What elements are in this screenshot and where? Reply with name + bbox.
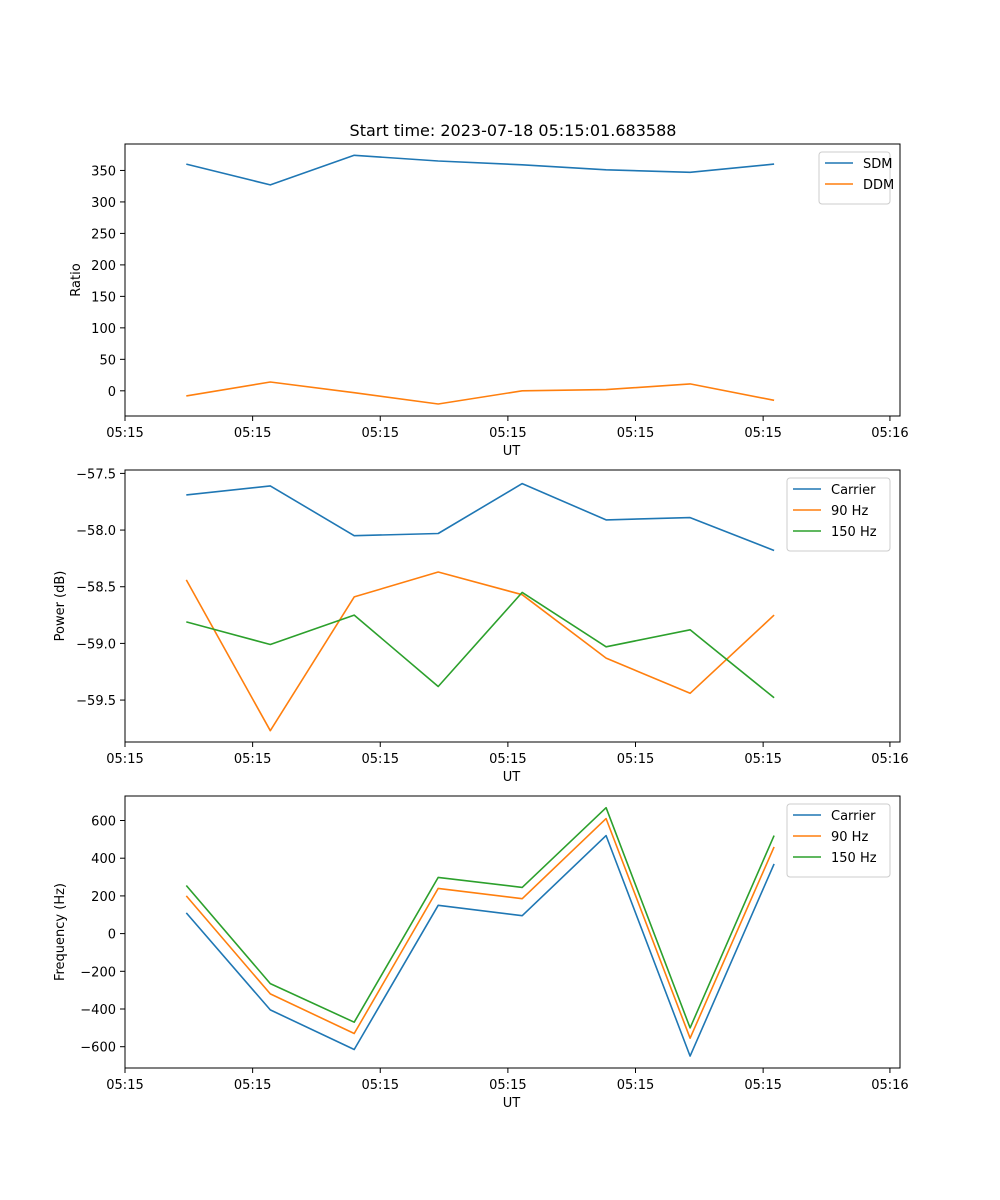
y-tick-label: −600 xyxy=(80,1041,116,1056)
y-tick-label: 50 xyxy=(99,353,116,368)
legend-box xyxy=(818,151,891,205)
x-tick-label: 05:15 xyxy=(744,426,781,441)
series-line-150-hz xyxy=(185,806,775,1029)
x-tick-label: 05:15 xyxy=(106,752,143,767)
legend-label: 90 Hz xyxy=(831,830,868,845)
series-line-150-hz xyxy=(186,591,775,699)
y-tick-label: 400 xyxy=(91,852,116,867)
y-tick-label: 350 xyxy=(91,164,116,179)
x-tick-label: 05:15 xyxy=(106,426,143,441)
legend-label: DDM xyxy=(863,178,894,193)
y-tick-label: 0 xyxy=(108,385,116,400)
chart-title: Start time: 2023-07-18 05:15:01.683588 xyxy=(350,121,677,140)
y-tick-label: −400 xyxy=(80,1003,116,1018)
x-tick-label: 05:16 xyxy=(871,1078,908,1093)
legend-label: SDM xyxy=(863,157,892,172)
y-tick-label: −59.0 xyxy=(76,637,116,652)
y-tick-label: 200 xyxy=(91,890,116,905)
legend-label: 90 Hz xyxy=(831,504,868,519)
y-axis-label: Power (dB) xyxy=(53,571,68,642)
axes-frame xyxy=(124,795,901,1069)
y-axis-label: Frequency (Hz) xyxy=(53,883,68,981)
x-tick-label: 05:16 xyxy=(871,752,908,767)
x-axis-label: UT xyxy=(503,770,521,785)
y-tick-label: −200 xyxy=(80,965,116,980)
series-line-90-hz xyxy=(185,817,775,1039)
x-tick-label: 05:16 xyxy=(871,426,908,441)
x-tick-label: 05:15 xyxy=(362,1078,399,1093)
series-line-ddm xyxy=(186,381,775,405)
y-tick-label: −58.0 xyxy=(76,524,116,539)
y-tick-label: −57.5 xyxy=(76,467,116,482)
series-line-carrier xyxy=(186,482,775,552)
x-tick-label: 05:15 xyxy=(362,752,399,767)
legend-label: Carrier xyxy=(831,809,876,824)
x-axis-label: UT xyxy=(503,1096,521,1111)
axes-frame xyxy=(124,469,901,743)
power-panel: 05:15 05:15 05:15 05:15 05:15 05:15 05:16 −59.5… xyxy=(53,467,909,785)
y-tick-label: 250 xyxy=(91,227,116,242)
legend-box xyxy=(786,803,891,878)
series-line-90-hz xyxy=(185,571,775,732)
x-tick-label: 05:15 xyxy=(489,752,526,767)
x-tick-label: 05:15 xyxy=(744,752,781,767)
x-tick-label: 05:15 xyxy=(234,1078,271,1093)
x-tick-label: 05:15 xyxy=(744,1078,781,1093)
x-tick-label: 05:15 xyxy=(234,752,271,767)
y-axis-label: Ratio xyxy=(69,263,84,296)
x-tick-label: 05:15 xyxy=(489,426,526,441)
legend: Carrier 90 Hz 150 Hz xyxy=(786,803,891,878)
legend-label: Carrier xyxy=(831,483,876,498)
y-tick-label: 600 xyxy=(91,815,116,830)
x-tick-label: 05:15 xyxy=(617,426,654,441)
x-tick-label: 05:15 xyxy=(106,1078,143,1093)
ratio-panel: 05:15 05:15 05:15 05:15 05:15 05:15 05:16 0 50 10… xyxy=(69,143,909,459)
y-tick-label: 200 xyxy=(91,259,116,274)
x-tick-label: 05:15 xyxy=(617,1078,654,1093)
legend-label: 150 Hz xyxy=(831,851,877,866)
series-line-sdm xyxy=(186,154,775,186)
x-tick-label: 05:15 xyxy=(362,426,399,441)
y-tick-label: −58.5 xyxy=(76,581,116,596)
y-tick-label: −59.5 xyxy=(76,694,116,709)
x-tick-label: 05:15 xyxy=(234,426,271,441)
y-tick-label: 150 xyxy=(91,290,116,305)
legend: SDM DDM xyxy=(818,151,894,205)
legend-box xyxy=(786,477,891,552)
x-tick-label: 05:15 xyxy=(489,1078,526,1093)
y-tick-label: 0 xyxy=(108,928,116,943)
legend: Carrier 90 Hz 150 Hz xyxy=(786,477,891,552)
frequency-panel: 05:15 05:15 05:15 05:15 05:15 05:15 05:16 −600 −… xyxy=(53,795,909,1111)
legend-label: 150 Hz xyxy=(831,525,877,540)
series-line-carrier xyxy=(185,834,775,1057)
x-tick-label: 05:15 xyxy=(617,752,654,767)
axes-frame xyxy=(124,143,901,417)
y-tick-label: 100 xyxy=(91,322,116,337)
x-axis-label: UT xyxy=(503,444,521,459)
y-tick-label: 300 xyxy=(91,196,116,211)
